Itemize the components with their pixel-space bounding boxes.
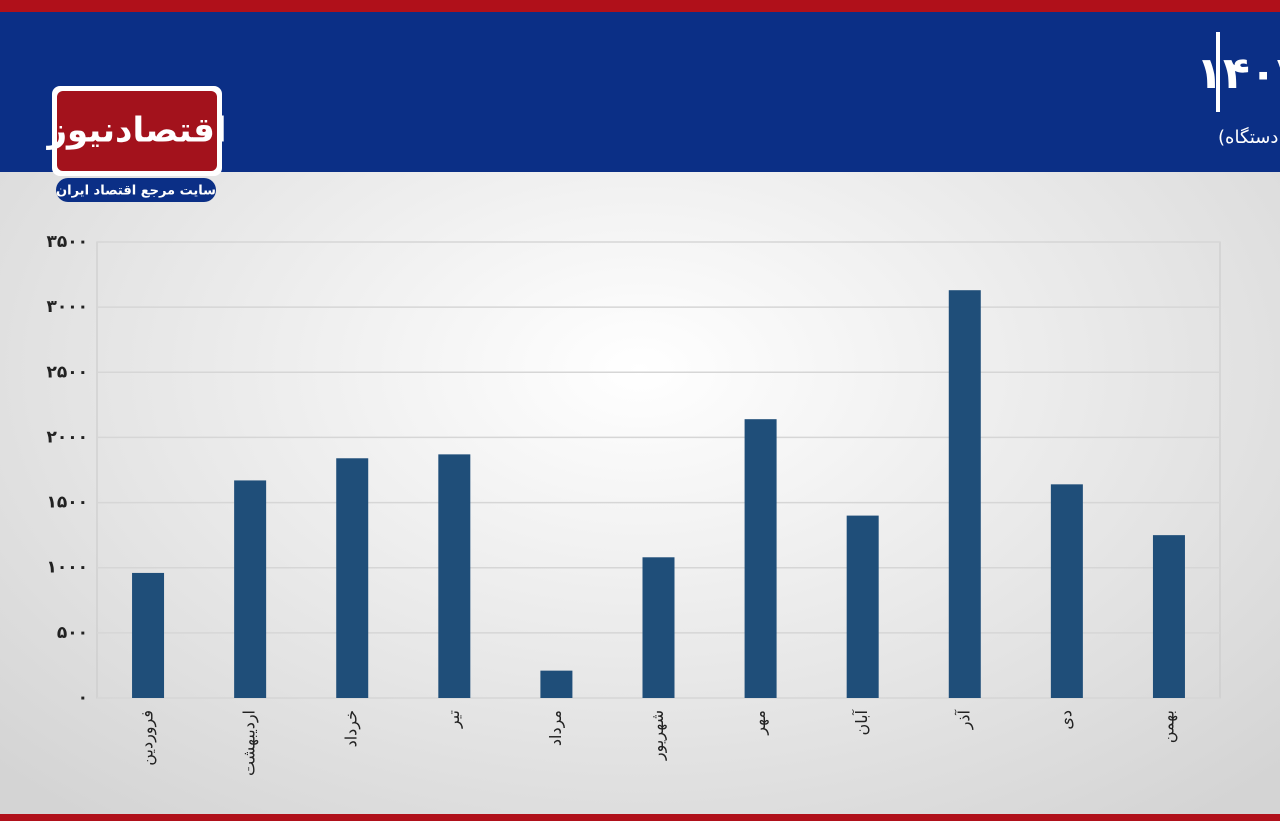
x-tick-label: تیر: [444, 710, 464, 729]
y-tick-label: ۰: [78, 688, 88, 708]
x-tick-label: شهریور: [648, 710, 668, 761]
y-tick-label: ۳۰۰۰: [46, 297, 88, 317]
logo-tagline: سایت مرجع اقتصاد ایران: [56, 184, 216, 199]
top-strip: [0, 0, 1280, 12]
logo-tagline-box: [56, 178, 216, 202]
y-tick-label: ۲۰۰۰: [46, 427, 88, 447]
bar: [438, 454, 471, 698]
bar: [1050, 484, 1083, 698]
y-tick-label: ۳۵۰۰: [46, 232, 88, 252]
bar: [1152, 535, 1185, 698]
bar: [744, 419, 777, 698]
x-tick-label: دی: [1056, 710, 1075, 730]
x-tick-label: بهمن: [1158, 710, 1178, 743]
bottom-strip: [0, 814, 1280, 821]
bar: [336, 458, 369, 698]
x-tick-label: آبان: [852, 708, 871, 735]
y-tick-label: ۵۰۰: [57, 623, 88, 643]
logo-box: [57, 91, 217, 171]
x-tick-label: خرداد: [342, 710, 362, 747]
chart-title: روند تولید رانا تا پایان بهمن ۱۴۰۳: [1196, 48, 1280, 99]
chart-subtitle: (واحد: دستگاه): [1218, 126, 1280, 148]
x-tick-label: مرداد: [546, 710, 566, 746]
bar: [234, 480, 267, 698]
bar: [846, 515, 879, 698]
x-tick-label: اردیبهشت: [240, 710, 260, 776]
x-tick-label: آذر: [954, 708, 974, 730]
bar: [132, 572, 165, 698]
y-tick-label: ۱۰۰۰: [46, 558, 88, 578]
x-tick-label: مهر: [750, 710, 770, 736]
bar: [540, 670, 573, 698]
y-tick-label: ۱۵۰۰: [46, 493, 88, 513]
bar: [642, 557, 675, 698]
x-tick-label: فروردین: [138, 710, 158, 766]
logo: اقتصادنیوز: [45, 111, 226, 151]
bar: [948, 290, 981, 698]
y-tick-label: ۲۵۰۰: [46, 362, 88, 382]
title-bar: [1216, 32, 1220, 112]
